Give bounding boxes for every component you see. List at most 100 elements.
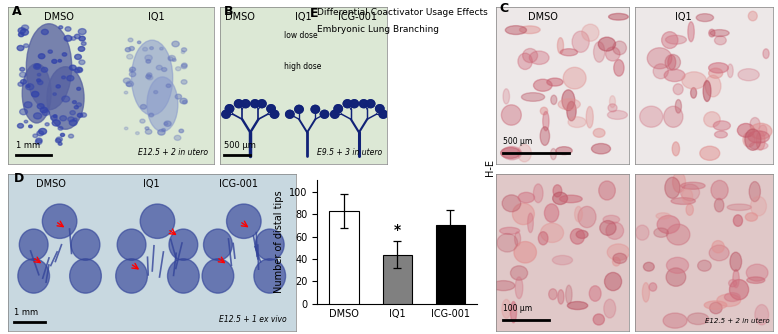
Ellipse shape — [607, 244, 629, 261]
Circle shape — [147, 73, 152, 77]
Circle shape — [38, 54, 45, 59]
Ellipse shape — [661, 32, 678, 48]
Circle shape — [251, 100, 259, 108]
Text: E12.5 + 1 ex vivo: E12.5 + 1 ex vivo — [219, 315, 287, 324]
Circle shape — [162, 67, 166, 71]
Ellipse shape — [605, 273, 622, 291]
Circle shape — [173, 58, 176, 61]
Circle shape — [286, 110, 294, 118]
Ellipse shape — [594, 129, 605, 137]
Text: B: B — [223, 5, 233, 18]
Circle shape — [164, 121, 171, 126]
Circle shape — [311, 106, 320, 113]
Circle shape — [149, 47, 153, 49]
Ellipse shape — [704, 112, 720, 127]
Circle shape — [138, 41, 141, 44]
Circle shape — [124, 78, 131, 84]
Circle shape — [26, 85, 30, 88]
Ellipse shape — [556, 147, 572, 155]
Circle shape — [183, 101, 187, 104]
Ellipse shape — [640, 106, 663, 127]
Ellipse shape — [534, 184, 543, 203]
Ellipse shape — [538, 232, 548, 245]
Ellipse shape — [710, 245, 729, 261]
Circle shape — [52, 59, 57, 63]
Circle shape — [40, 107, 47, 113]
Circle shape — [37, 131, 44, 136]
Circle shape — [124, 91, 128, 94]
Ellipse shape — [547, 78, 563, 86]
Ellipse shape — [756, 131, 765, 150]
Ellipse shape — [518, 192, 534, 203]
Text: 500 μm: 500 μm — [223, 141, 255, 150]
Circle shape — [241, 100, 250, 108]
Text: low dose: low dose — [284, 31, 317, 40]
Text: IQ1: IQ1 — [143, 179, 160, 189]
Circle shape — [75, 69, 79, 73]
Ellipse shape — [502, 195, 520, 212]
Circle shape — [159, 47, 163, 50]
Circle shape — [60, 116, 67, 121]
Ellipse shape — [116, 259, 147, 293]
Circle shape — [26, 84, 33, 90]
Circle shape — [42, 110, 50, 116]
Ellipse shape — [713, 121, 731, 130]
Circle shape — [334, 105, 342, 113]
Ellipse shape — [552, 192, 568, 204]
Text: IQ1: IQ1 — [296, 12, 312, 22]
Ellipse shape — [591, 144, 611, 154]
Circle shape — [22, 25, 29, 30]
Circle shape — [77, 113, 82, 117]
Circle shape — [20, 79, 26, 84]
Ellipse shape — [730, 252, 741, 271]
Ellipse shape — [501, 147, 520, 158]
Circle shape — [18, 82, 23, 86]
Circle shape — [343, 100, 352, 108]
Ellipse shape — [551, 149, 556, 160]
Ellipse shape — [167, 259, 199, 293]
Circle shape — [129, 72, 135, 77]
Text: E9.5 + 3 in utero: E9.5 + 3 in utero — [317, 148, 383, 157]
Circle shape — [51, 116, 57, 121]
Ellipse shape — [255, 229, 284, 260]
Circle shape — [270, 110, 279, 118]
Circle shape — [53, 115, 57, 118]
Ellipse shape — [514, 232, 520, 246]
Circle shape — [321, 110, 328, 118]
Ellipse shape — [609, 96, 615, 108]
Circle shape — [125, 48, 131, 52]
Text: E: E — [310, 7, 318, 20]
Circle shape — [70, 111, 75, 115]
Text: H-E: H-E — [485, 159, 495, 175]
Ellipse shape — [523, 48, 538, 62]
Circle shape — [376, 105, 384, 113]
Ellipse shape — [567, 302, 587, 310]
Circle shape — [130, 67, 135, 72]
Circle shape — [379, 110, 387, 118]
Circle shape — [145, 55, 152, 61]
Ellipse shape — [131, 40, 173, 115]
Circle shape — [37, 104, 44, 109]
Ellipse shape — [749, 142, 768, 150]
Circle shape — [37, 80, 43, 85]
Text: high dose: high dose — [284, 62, 321, 71]
Circle shape — [135, 132, 139, 135]
Ellipse shape — [552, 256, 573, 265]
Circle shape — [175, 94, 181, 99]
Circle shape — [55, 139, 61, 143]
Circle shape — [181, 51, 184, 53]
Circle shape — [142, 47, 148, 51]
Ellipse shape — [604, 299, 615, 318]
Circle shape — [146, 59, 151, 63]
Circle shape — [65, 35, 72, 41]
Ellipse shape — [70, 259, 101, 293]
Circle shape — [181, 80, 187, 84]
Ellipse shape — [654, 64, 668, 79]
Ellipse shape — [503, 89, 510, 104]
Circle shape — [181, 48, 187, 52]
Ellipse shape — [169, 229, 198, 260]
Ellipse shape — [711, 180, 728, 200]
Circle shape — [24, 102, 32, 108]
Ellipse shape — [691, 88, 696, 98]
Text: DMSO: DMSO — [44, 12, 74, 22]
